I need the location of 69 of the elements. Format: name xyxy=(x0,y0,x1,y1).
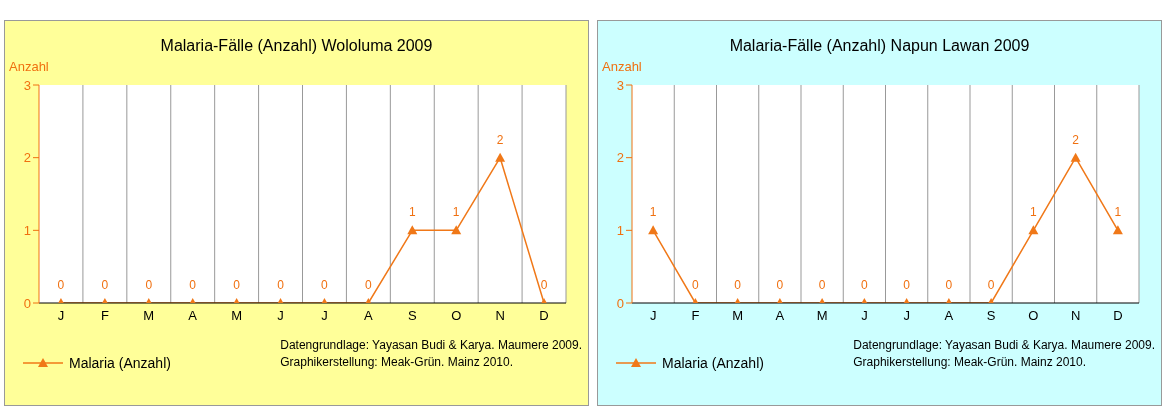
x-tick-label: O xyxy=(1028,308,1039,324)
x-tick-label: N xyxy=(495,308,505,324)
legend-label: Malaria (Anzahl) xyxy=(69,355,171,371)
chart-title: Malaria-Fälle (Anzahl) Wololuma 2009 xyxy=(159,36,434,56)
x-tick-label: A xyxy=(944,308,954,324)
x-tick-label: J xyxy=(649,308,657,324)
legend-label: Malaria (Anzahl) xyxy=(662,355,764,371)
data-label: 0 xyxy=(776,278,784,292)
data-label: 0 xyxy=(818,278,826,292)
x-tick-label: F xyxy=(100,308,109,324)
data-label: 0 xyxy=(233,278,241,292)
y-tick-label: 3 xyxy=(616,77,624,93)
x-tick-label: D xyxy=(1113,308,1123,324)
data-label: 0 xyxy=(540,278,548,292)
x-tick-label: M xyxy=(732,308,744,324)
x-tick-label: N xyxy=(1070,308,1081,324)
data-label: 0 xyxy=(987,278,995,292)
x-tick-label: A xyxy=(775,308,785,324)
point xyxy=(451,225,462,235)
data-label: 0 xyxy=(861,278,869,292)
point xyxy=(495,152,506,162)
x-tick-label: O xyxy=(451,308,462,324)
y-tick-label: 1 xyxy=(616,222,624,238)
x-tick-label: J xyxy=(903,308,910,324)
x-tick-label: J xyxy=(57,308,65,324)
x-tick-label: F xyxy=(691,308,700,324)
x-tick-label: M xyxy=(143,308,155,324)
data-label: 2 xyxy=(1072,132,1080,147)
x-tick-label: D xyxy=(539,308,549,324)
y-tick-label: 1 xyxy=(23,222,31,238)
y-axis-title: Anzahl xyxy=(602,59,643,75)
text: Datengrundlage: Yayasan Budi & Karya. Maumere 2009. xyxy=(280,337,582,354)
data-label: 0 xyxy=(734,278,742,292)
data-label: 0 xyxy=(57,278,65,292)
x-tick-label: S xyxy=(986,308,996,324)
text: Graphikerstellung: Meak-Grün. Mainz 2010. xyxy=(853,354,1088,371)
x-tick-label: S xyxy=(407,308,417,324)
text: Graphikerstellung: Meak-Grün. Mainz 2010. xyxy=(280,354,515,371)
y-tick-label: 2 xyxy=(616,150,624,166)
data-label: 0 xyxy=(692,278,700,292)
data-label: 1 xyxy=(1114,205,1122,220)
data-label: 1 xyxy=(452,205,460,220)
x-tick-label: A xyxy=(188,308,198,324)
x-tick-label: J xyxy=(321,308,328,324)
y-tick-label: 0 xyxy=(23,295,31,311)
data-label: 1 xyxy=(408,205,416,220)
x-tick-label: M xyxy=(816,308,828,324)
point xyxy=(407,225,418,235)
data-label: 1 xyxy=(649,205,657,220)
y-tick-label: 0 xyxy=(616,295,624,311)
x-tick-label: A xyxy=(364,308,374,324)
data-label: 0 xyxy=(945,278,953,292)
data-label: 0 xyxy=(365,278,373,292)
data-label: 0 xyxy=(903,278,911,292)
data-label: 0 xyxy=(321,278,329,292)
y-axis-title: Anzahl xyxy=(9,59,50,75)
data-label: 0 xyxy=(145,278,153,292)
data-label: 0 xyxy=(277,278,285,292)
data-label: 0 xyxy=(189,278,197,292)
y-tick-label: 3 xyxy=(23,77,31,93)
x-tick-label: J xyxy=(861,308,868,324)
y-tick-label: 2 xyxy=(23,150,31,166)
data-label: 0 xyxy=(101,278,109,292)
text: Datengrundlage: Yayasan Budi & Karya. Maumere 2009. xyxy=(853,337,1155,354)
x-tick-label: M xyxy=(231,308,243,324)
chart-title: Malaria-Fälle (Anzahl) Napun Lawan 2009 xyxy=(728,36,1031,56)
data-label: 1 xyxy=(1030,205,1038,220)
x-tick-label: J xyxy=(277,308,284,324)
data-label: 2 xyxy=(496,132,504,147)
